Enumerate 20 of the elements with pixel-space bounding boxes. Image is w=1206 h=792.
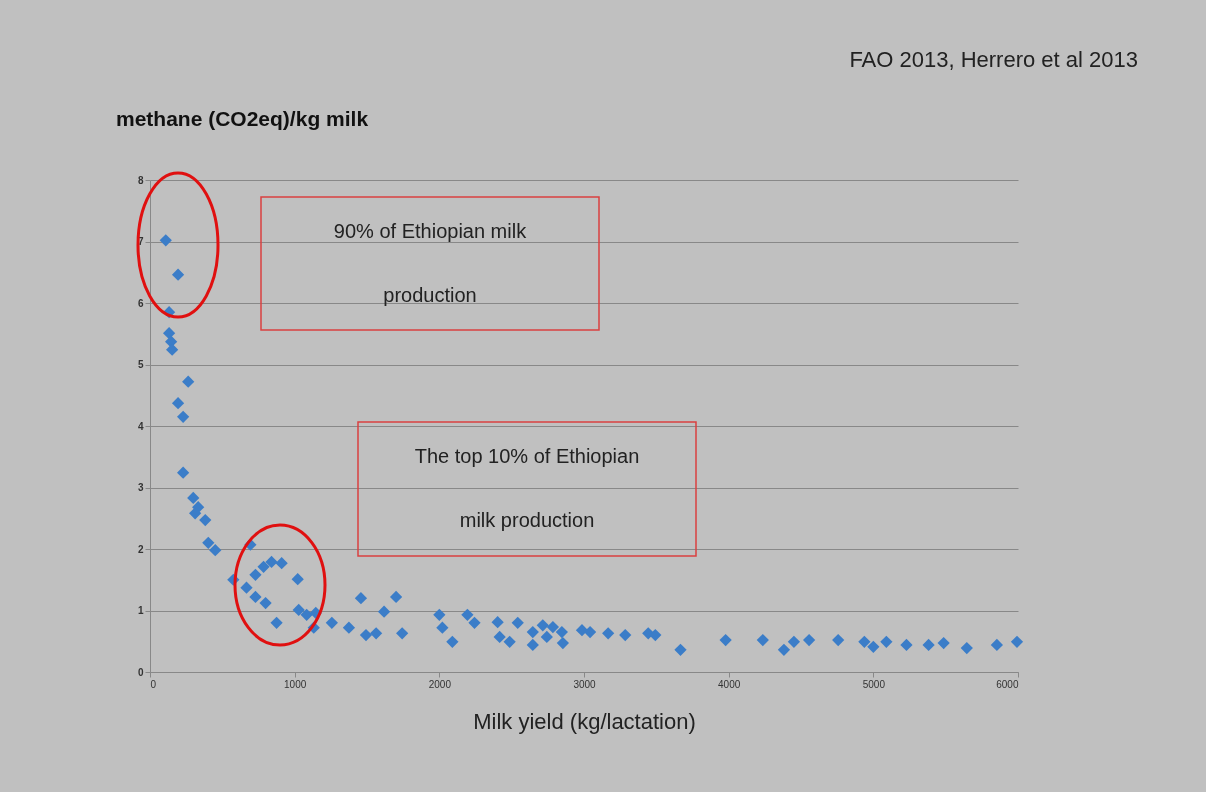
x-tick-label: 5000: [862, 678, 886, 690]
x-tick-label: 4000: [718, 678, 741, 690]
y-tick-label: 4: [137, 420, 144, 432]
y-tick-label: 8: [137, 174, 144, 186]
y-axis-title: methane (CO2eq)/kg milk: [116, 107, 369, 130]
y-tick-label: 5: [137, 359, 144, 370]
x-axis-title: Milk yield (kg/lactation): [473, 708, 696, 734]
y-tick-label: 3: [137, 482, 144, 493]
x-tick-label: 1000: [284, 678, 307, 690]
text: FAO 2013, Herrero et al 2013: [849, 47, 1138, 72]
text: 90% of Ethiopian milk production: [333, 219, 527, 306]
y-tick-label: 1: [137, 605, 144, 616]
y-tick-label: 6: [137, 297, 144, 309]
text: The top 10% of Ethiopian milk production: [414, 445, 640, 531]
y-tick-label: 2: [137, 543, 144, 555]
x-tick-label: 0: [150, 678, 157, 690]
y-tick-label: 0: [137, 666, 144, 678]
x-tick-label: 3000: [573, 678, 597, 690]
x-tick-label: 2000: [428, 678, 452, 690]
x-tick-label: 6000: [996, 678, 1019, 690]
